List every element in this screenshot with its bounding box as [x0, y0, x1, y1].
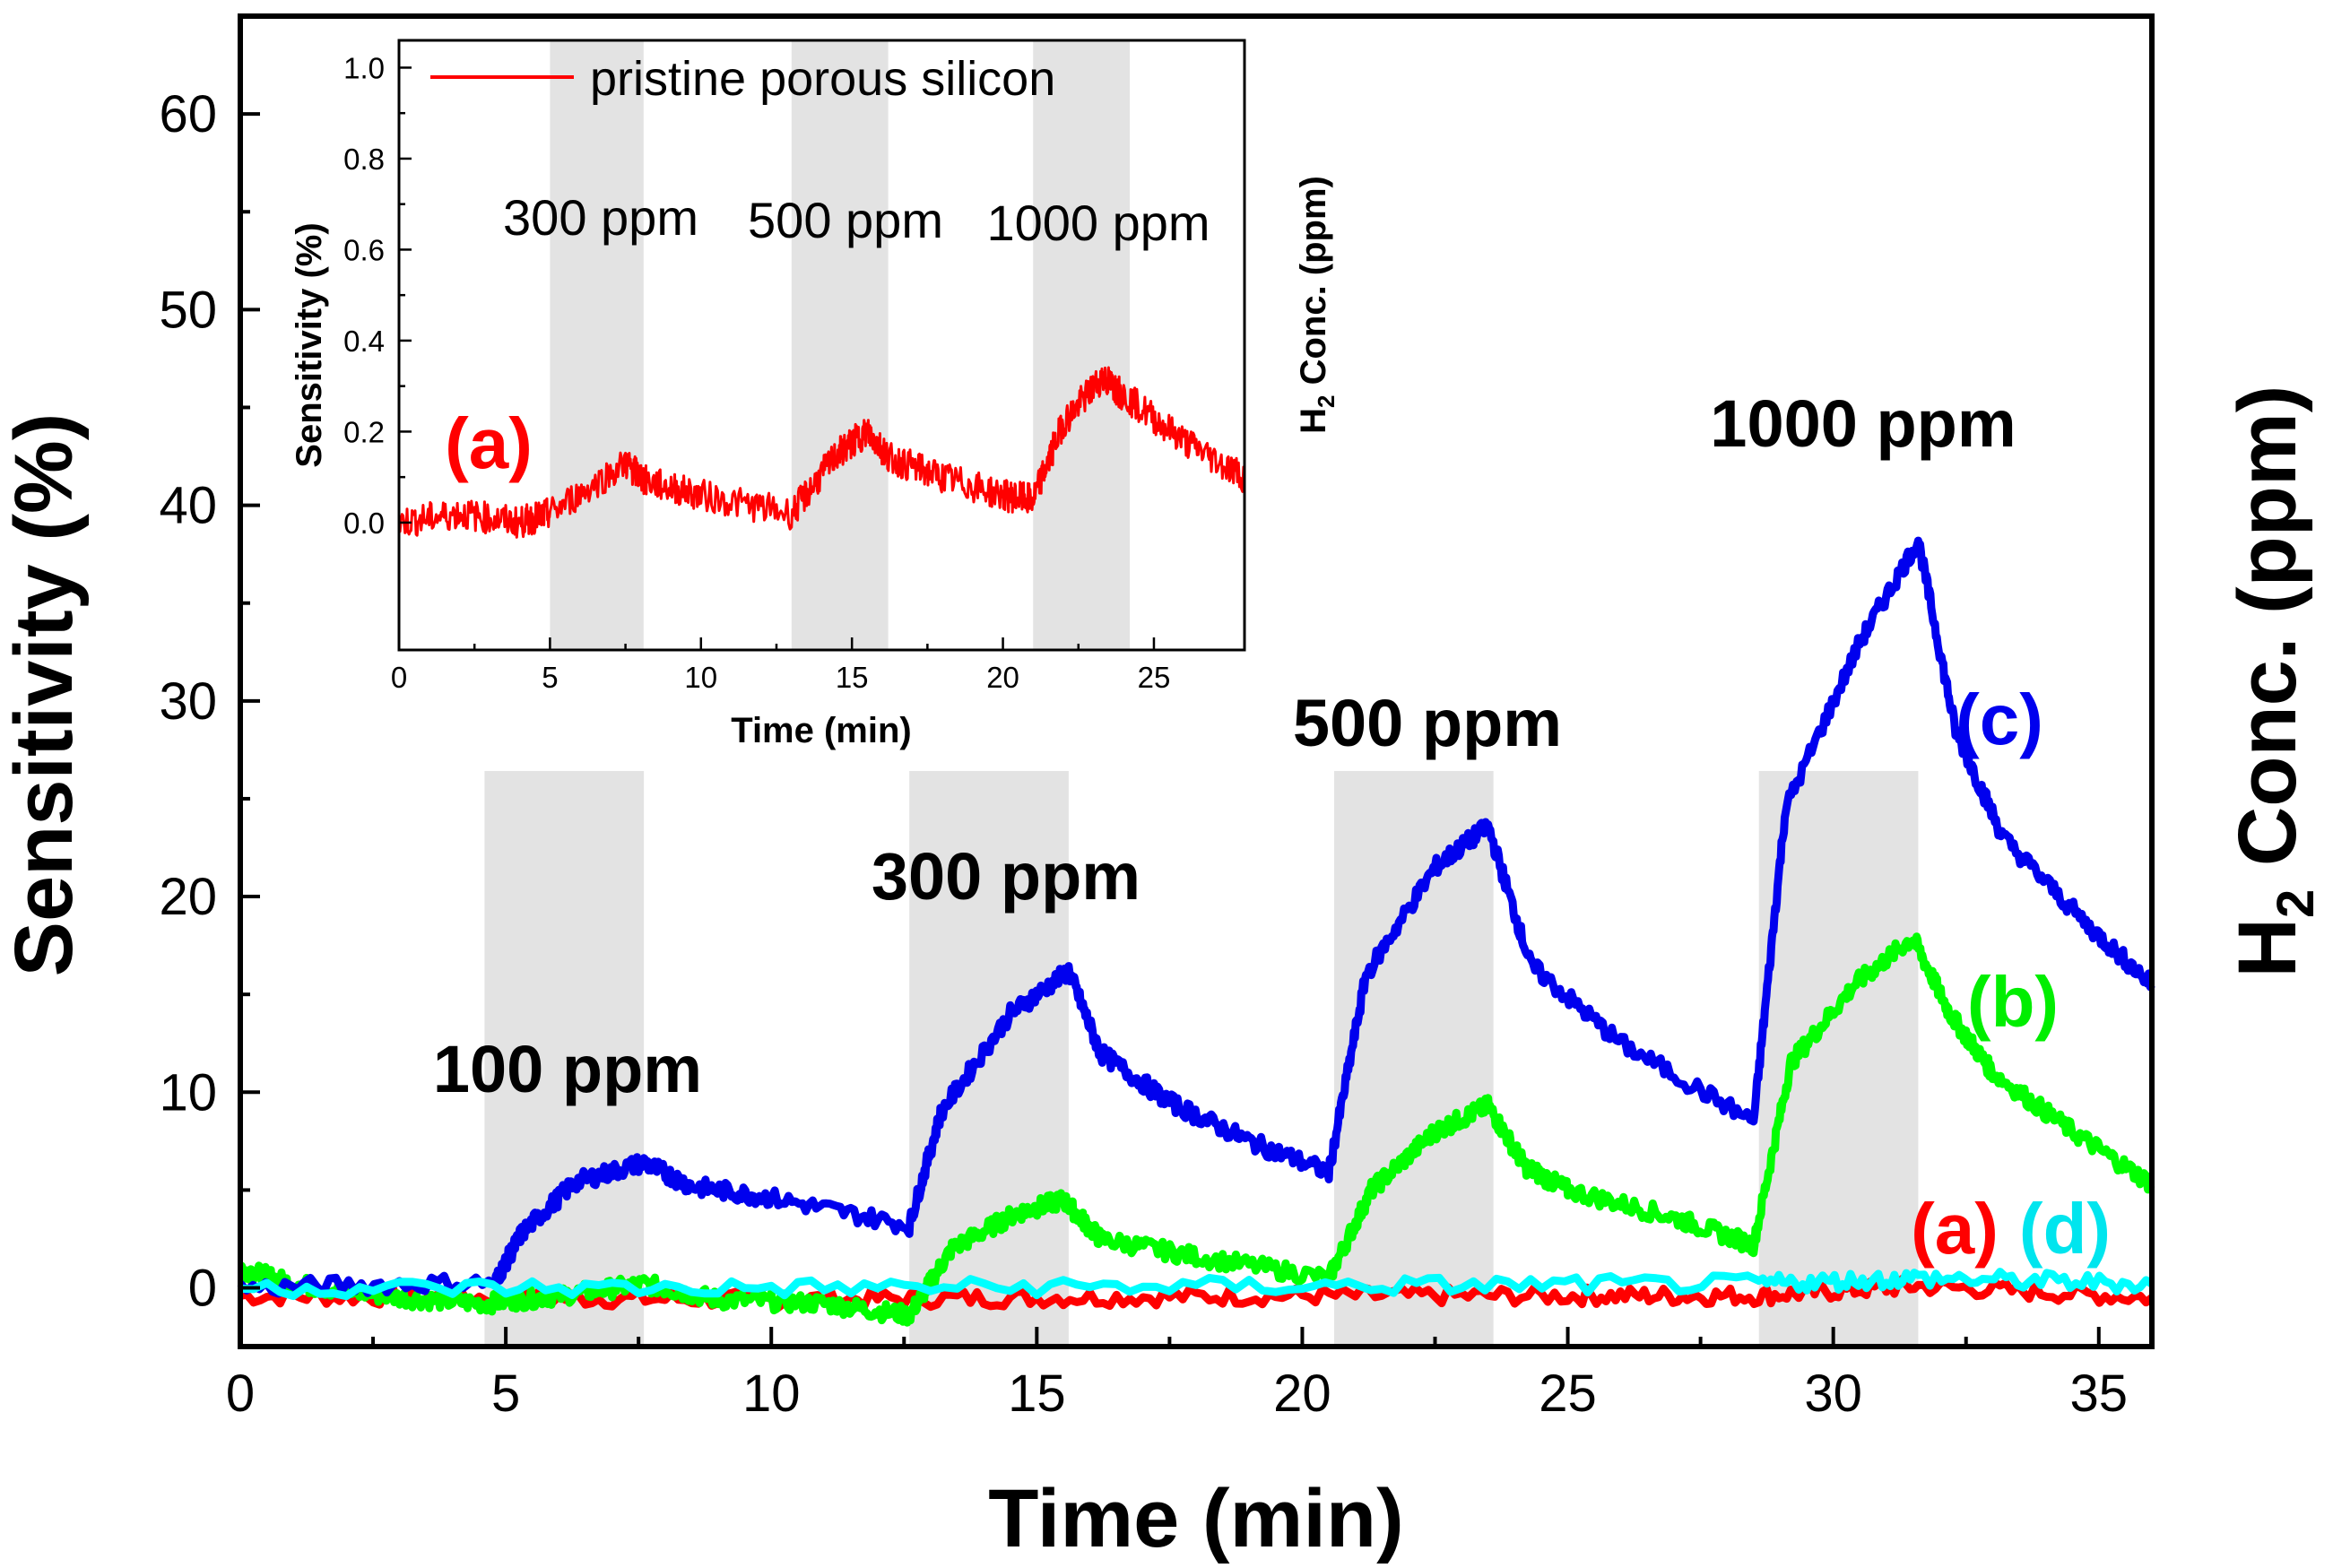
gas-pulse-bands: [484, 771, 1919, 1347]
main-y-tick-label-4: 40: [159, 477, 217, 535]
main-y-tick-label-1: 10: [159, 1063, 217, 1122]
series-tag-d: (d): [2019, 1189, 2111, 1269]
pulse-label-500ppm: 500 ppm: [1293, 686, 1562, 760]
main-y-tick-label-5: 50: [159, 281, 217, 339]
main-y-tick-label-6: 60: [159, 85, 217, 143]
inset-y-tick-label-1: 0.2: [343, 415, 385, 448]
inset-y-tick-label-4: 0.8: [343, 143, 385, 176]
inset-pulse-label-300ppm: 300 ppm: [503, 189, 698, 246]
inset-y-tick-label-3: 0.6: [343, 233, 385, 266]
main-pulse-band-1: [909, 771, 1069, 1347]
inset-pulse-band-2: [1033, 40, 1131, 650]
inset-y-tick-label-5: 1.0: [343, 51, 385, 84]
inset-y-axis-title: Sensitivity (%): [290, 222, 329, 467]
main-y-tick-label-0: 0: [188, 1260, 217, 1318]
inset-y-tick-label-0: 0.0: [343, 507, 385, 540]
inset-x-tick-label-0: 0: [391, 661, 407, 694]
main-x-tick-label-3: 15: [1008, 1364, 1066, 1423]
inset-x-tick-label-5: 25: [1138, 661, 1171, 694]
main-x-tick-label-2: 10: [742, 1364, 801, 1423]
inset-series: [397, 366, 1246, 539]
inset-gas-pulse-bands: [550, 40, 1131, 650]
main-x-axis-title: Time (min): [988, 1473, 1403, 1564]
main-plot-frame: [238, 13, 2155, 1349]
pulse-label-100ppm: 100 ppm: [433, 1032, 702, 1106]
main-y-axis-title: Sensitivity (%): [0, 413, 90, 977]
main-y2-axis-title: H2 Conc. (ppm): [2222, 386, 2325, 978]
inset-y-tick-label-2: 0.4: [343, 325, 385, 358]
main-x-tick-label-5: 25: [1539, 1364, 1597, 1423]
main-pulse-band-2: [1333, 771, 1494, 1347]
inset-pulse-band-1: [791, 40, 889, 650]
main-x-tick-label-0: 0: [226, 1364, 255, 1423]
main-x-tick-label-1: 5: [491, 1364, 520, 1423]
inset-series-line-0: [397, 366, 1246, 539]
main-y-ticks: 0 10 20 30 40 50 60: [159, 14, 260, 1318]
inset-x-tick-label-2: 10: [684, 661, 717, 694]
pulse-label-1000ppm: 1000 ppm: [1710, 386, 2016, 461]
pulse-label-300ppm: 300 ppm: [872, 839, 1140, 914]
inset-pulse-band-0: [550, 40, 644, 650]
main-y-tick-label-3: 30: [159, 672, 217, 731]
main-x-tick-label-7: 35: [2070, 1364, 2129, 1423]
inset-x-tick-label-1: 5: [542, 661, 558, 694]
main-series-line-2: [237, 536, 2155, 1298]
series-tag-c: (c): [1956, 680, 2043, 759]
main-pulse-band-3: [1758, 771, 1919, 1347]
main-series: [237, 536, 2155, 1327]
inset-x-tick-label-4: 20: [986, 661, 1019, 694]
main-x-tick-label-4: 20: [1273, 1364, 1331, 1423]
main-y-tick-label-2: 20: [159, 868, 217, 926]
inset-panel-label: (a): [445, 403, 533, 483]
inset-legend-label: pristine porous silicon: [590, 52, 1055, 106]
inset-pulse-label-500ppm: 500 ppm: [748, 192, 943, 248]
inset-y-ticks: 0.0 0.2 0.4 0.6 0.8 1.0: [343, 51, 412, 540]
main-x-tick-label-6: 30: [1804, 1364, 1862, 1423]
main-x-ticks: 0 5 10 15 20 25 30 35: [226, 1327, 2128, 1423]
inset-x-axis-title: Time (min): [731, 711, 912, 750]
main-series-line-0: [239, 1274, 2155, 1312]
inset-x-tick-label-3: 15: [836, 661, 869, 694]
inset-pulse-label-1000ppm: 1000 ppm: [986, 195, 1210, 251]
series-tag-a: (a): [1911, 1189, 1999, 1269]
inset-plot-frame: [397, 39, 1246, 652]
main-series-line-3: [239, 1268, 2155, 1301]
main-series-line-1: [238, 932, 2155, 1327]
inset-y2-axis-title: H2 Conc. (ppm): [1294, 176, 1340, 434]
series-tag-b: (b): [1967, 962, 2059, 1042]
inset-x-ticks: 0 5 10 15 20 25: [391, 637, 1171, 694]
